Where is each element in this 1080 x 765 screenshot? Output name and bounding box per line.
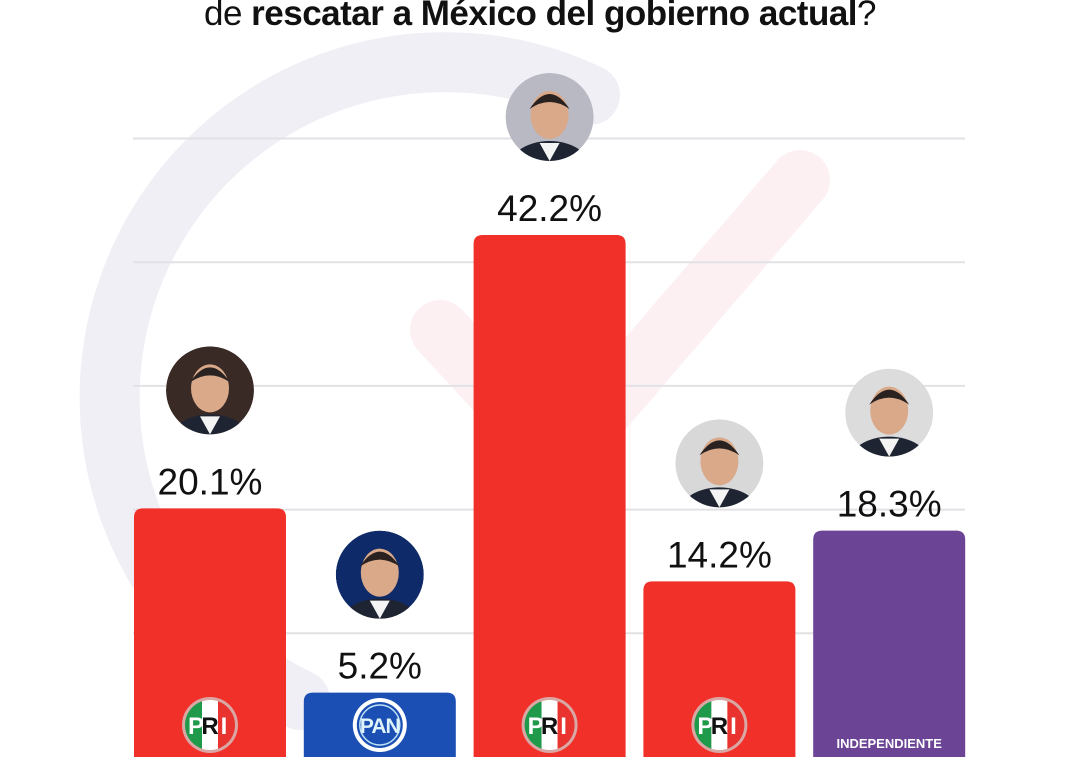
pri-stripe-red xyxy=(218,700,235,750)
value-labels: 20.1% 5.2% 42.2% 14.2% 18.3% xyxy=(158,188,942,687)
pan-logo-text: PAN xyxy=(360,715,400,738)
pri-logo-icon: PR I xyxy=(182,697,238,753)
title-prefix: de xyxy=(203,0,252,33)
pri-stripe-green xyxy=(694,700,712,750)
candidate-avatar xyxy=(675,419,764,508)
bar xyxy=(813,530,966,757)
avatar-shirt xyxy=(709,489,730,508)
pri-letter-i: I xyxy=(221,713,228,740)
pri-letter-r: R xyxy=(711,713,728,740)
avatar-suit xyxy=(849,436,930,457)
value-label: 14.2% xyxy=(667,534,772,575)
pri-stripe-white xyxy=(541,700,558,750)
pri-stripe-white xyxy=(711,700,728,750)
independiente-label: INDEPENDIENTE xyxy=(836,736,942,751)
avatar-shirt xyxy=(369,600,390,619)
pri-stripe-green xyxy=(524,700,542,750)
pri-logo-stripes xyxy=(185,700,235,750)
avatar-shirt xyxy=(200,416,220,435)
pri-logo-icon: PR I xyxy=(691,697,748,753)
avatar-hair xyxy=(529,93,570,109)
pan-logo-icon: PAN xyxy=(352,698,407,752)
avatar-hair xyxy=(190,367,230,383)
pri-letter-i: I xyxy=(560,713,567,740)
avatar-suit xyxy=(170,414,250,435)
avatar-hair xyxy=(699,440,740,456)
avatar-shirt xyxy=(879,438,900,457)
pri-letter-p: P xyxy=(188,713,204,740)
chart-title: de rescatar a México del gobierno actual… xyxy=(0,0,1080,34)
avatar-suit xyxy=(509,140,590,161)
bar xyxy=(473,234,626,758)
value-label: 20.1% xyxy=(158,461,263,502)
pan-logo-inner-ring xyxy=(359,704,401,746)
pri-letter-i: I xyxy=(730,713,737,740)
candidate-avatar xyxy=(166,346,254,435)
pri-letter-r: R xyxy=(201,713,218,740)
avatar-shirt xyxy=(539,142,560,161)
candidate-avatar xyxy=(505,72,594,161)
avatar-hair xyxy=(359,551,400,567)
pri-stripe-red xyxy=(727,700,745,750)
avatar-suit xyxy=(339,598,420,619)
candidate-avatar xyxy=(845,368,934,457)
pri-logo-icon: PR I xyxy=(521,697,578,753)
candidate-avatar xyxy=(335,530,424,619)
value-label: 42.2% xyxy=(497,188,602,229)
pan-logo-inner xyxy=(356,702,403,748)
pri-logo-stripes xyxy=(694,700,745,750)
title-bold: rescatar a México del gobierno actual xyxy=(251,0,858,33)
title-suffix: ? xyxy=(857,0,877,33)
pri-letter-p: P xyxy=(528,713,544,740)
pri-stripe-green xyxy=(185,700,202,750)
pri-logo-stripes xyxy=(524,700,575,750)
value-label: 18.3% xyxy=(837,484,942,525)
value-label: 5.2% xyxy=(338,646,422,687)
avatar-hair xyxy=(869,389,910,405)
avatar-suit xyxy=(679,487,760,508)
bar xyxy=(643,581,796,757)
candidate-avatars xyxy=(166,72,934,619)
bar xyxy=(134,508,286,757)
pri-letter-r: R xyxy=(541,713,558,740)
pri-stripe-red xyxy=(557,700,575,750)
pri-letter-p: P xyxy=(697,713,713,740)
pri-stripe-white xyxy=(202,700,218,750)
bars xyxy=(134,234,966,758)
